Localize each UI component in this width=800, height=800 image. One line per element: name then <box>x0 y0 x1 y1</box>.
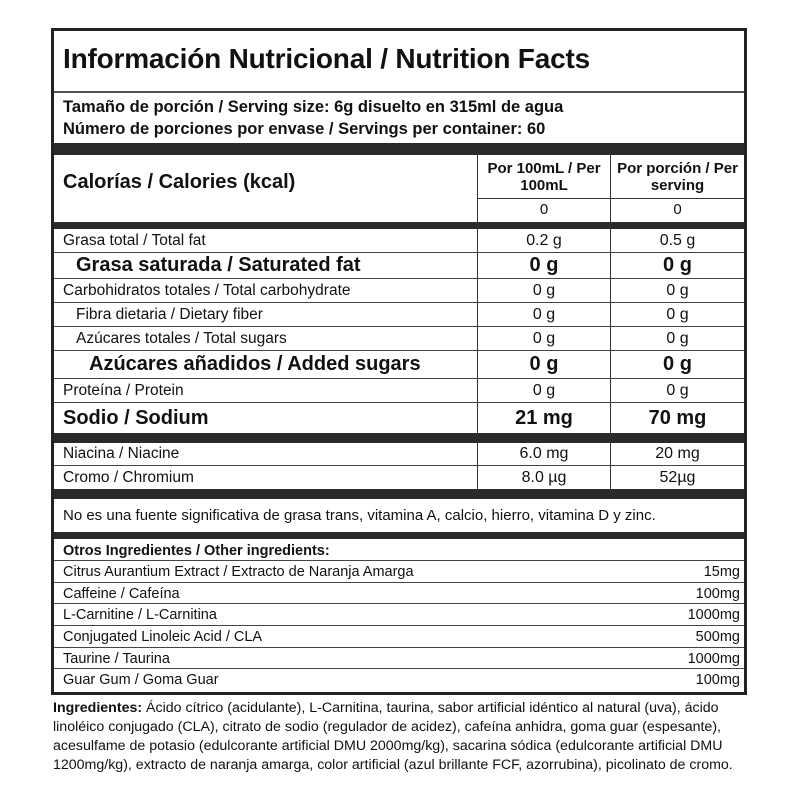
ingredients-label: Ingredientes: <box>53 700 143 716</box>
nutrient-per-serving: 0 g <box>666 305 689 323</box>
nutrient-per-100ml: 21 mg <box>478 403 611 433</box>
label-title: Información Nutricional / Nutrition Fact… <box>54 31 744 93</box>
nutrient-name: Azúcares añadidos / Added sugars <box>54 351 478 378</box>
vitamin-per-serving: 20 mg <box>655 445 700 462</box>
vitamin-per-100ml: 8.0 µg <box>478 466 611 489</box>
nutrient-per-serving: 0 g <box>666 381 689 399</box>
nutrient-per-serving: 0 g <box>663 254 692 276</box>
calories-label: Calorías / Calories (kcal) <box>54 155 478 222</box>
nutrient-name: Grasa saturada / Saturated fat <box>54 253 478 278</box>
nutrient-name: Fibra dietaria / Dietary fiber <box>54 303 478 326</box>
calories-per-serving: 0 <box>673 201 682 218</box>
other-ingredient-name: Guar Gum / Goma Guar <box>63 672 219 689</box>
other-ingredient-row: Conjugated Linoleic Acid / CLA 500mg <box>54 626 744 648</box>
divider-bar <box>54 489 744 499</box>
nutrient-name: Azúcares totales / Total sugars <box>54 327 478 350</box>
per-100ml-column: Por 100mL / Per 100mL 0 <box>478 155 611 222</box>
other-ingredient-amount: 1000mg <box>687 650 740 667</box>
other-ingredient-row: Taurine / Taurina 1000mg <box>54 648 744 670</box>
nutrient-name: Proteína / Protein <box>54 379 478 402</box>
vitamin-per-serving: 52µg <box>659 468 696 486</box>
nutrient-per-100ml: 0 g <box>478 253 611 278</box>
per-serving-column: Por porción / Per serving 0 <box>611 155 744 222</box>
servings-per-container: Número de porciones por envase / Serving… <box>63 120 546 138</box>
other-ingredient-amount: 500mg <box>695 629 740 646</box>
disclaimer-note: No es una fuente significativa de grasa … <box>63 507 656 524</box>
vitamin-row: Niacina / Niacine 6.0 mg 20 mg <box>54 443 744 466</box>
vitamin-name: Niacina / Niacine <box>54 443 478 465</box>
other-ingredients-list: Citrus Aurantium Extract / Extracto de N… <box>54 561 744 691</box>
divider-bar <box>54 433 744 443</box>
serving-info: Tamaño de porción / Serving size: 6g dis… <box>54 93 744 143</box>
vitamin-per-100ml: 6.0 mg <box>478 443 611 465</box>
nutrient-name: Carbohidratos totales / Total carbohydra… <box>54 279 478 302</box>
nutrient-name: Sodio / Sodium <box>54 403 478 433</box>
other-ingredient-row: Citrus Aurantium Extract / Extracto de N… <box>54 561 744 583</box>
nutrient-per-100ml: 0 g <box>478 351 611 378</box>
calories-section: Calorías / Calories (kcal) Por 100mL / P… <box>54 155 744 223</box>
nutrients-table: Grasa total / Total fat 0.2 g 0.5 g Grasa s… <box>54 229 744 433</box>
nutrient-per-serving: 70 mg <box>648 406 707 429</box>
other-ingredient-row: L-Carnitine / L-Carnitina 1000mg <box>54 604 744 627</box>
other-ingredient-row: Guar Gum / Goma Guar 100mg <box>54 669 744 691</box>
per-serving-header: Por porción / Per serving <box>611 155 744 199</box>
nutrient-per-100ml: 0.2 g <box>478 229 611 252</box>
serving-size: Tamaño de porción / Serving size: 6g dis… <box>63 98 564 116</box>
nutrient-per-100ml: 0 g <box>478 379 611 402</box>
other-ingredient-amount: 100mg <box>695 672 740 689</box>
nutrient-per-100ml: 0 g <box>478 279 611 302</box>
other-ingredient-name: L-Carnitine / L-Carnitina <box>63 607 217 624</box>
vitamins-table: Niacina / Niacine 6.0 mg 20 mg Cromo / Chro… <box>54 443 744 489</box>
vitamin-name: Cromo / Chromium <box>54 466 478 489</box>
divider-bar <box>54 532 744 539</box>
nutrient-per-serving: 0.5 g <box>659 231 696 249</box>
vitamin-row: Cromo / Chromium 8.0 µg 52µg <box>54 466 744 489</box>
calories-per-100ml: 0 <box>539 201 549 218</box>
other-ingredients-header: Otros Ingredientes / Other ingredients: <box>54 539 744 561</box>
nutrient-per-serving: 0 g <box>663 353 692 375</box>
ingredients-text: Ácido cítrico (acidulante), L-Carnitina,… <box>53 700 733 773</box>
divider-bar <box>54 223 744 229</box>
nutrient-per-serving: 0 g <box>666 281 689 299</box>
other-ingredient-amount: 15mg <box>703 564 740 580</box>
nutrient-per-100ml: 0 g <box>478 327 611 350</box>
nutrient-per-serving: 0 g <box>666 329 689 347</box>
nutrient-row: Grasa total / Total fat 0.2 g 0.5 g <box>54 229 744 253</box>
nutrient-row: Carbohidratos totales / Total carbohydra… <box>54 279 744 303</box>
other-ingredient-amount: 100mg <box>695 585 740 602</box>
nutrient-per-100ml: 0 g <box>478 303 611 326</box>
per-100ml-header: Por 100mL / Per 100mL <box>478 155 610 199</box>
other-ingredient-name: Conjugated Linoleic Acid / CLA <box>63 629 263 646</box>
divider-bar <box>54 143 744 155</box>
other-ingredient-row: Caffeine / Cafeína 100mg <box>54 583 744 605</box>
ingredients-paragraph: Ingredientes: Ácido cítrico (acidulante)… <box>53 699 753 775</box>
other-ingredient-name: Caffeine / Cafeína <box>63 585 180 602</box>
other-ingredient-amount: 1000mg <box>687 607 740 624</box>
other-ingredient-name: Citrus Aurantium Extract / Extracto de N… <box>63 564 414 580</box>
nutrient-name: Grasa total / Total fat <box>54 229 478 252</box>
nutrition-facts-label: Información Nutricional / Nutrition Fact… <box>51 28 747 695</box>
nutrient-row: Sodio / Sodium 21 mg 70 mg <box>54 403 744 433</box>
other-ingredient-name: Taurine / Taurina <box>63 650 170 667</box>
